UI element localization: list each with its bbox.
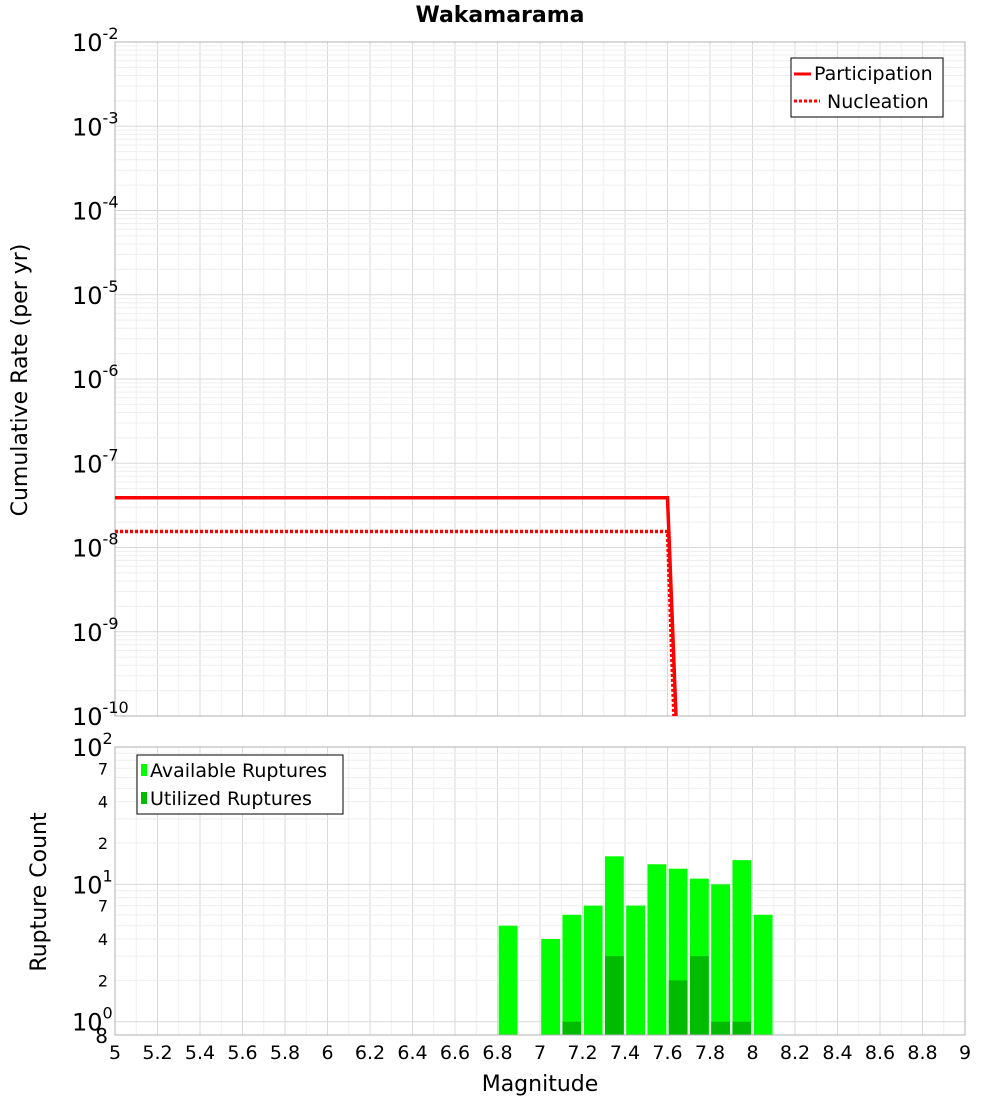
rate-y-tick-exponent: -5 xyxy=(103,277,119,296)
rate-y-tick-exponent: -7 xyxy=(103,445,119,464)
x-tick-label: 7 xyxy=(534,1042,546,1064)
rate-y-tick-label: 10-3 xyxy=(72,108,119,141)
x-tick-label: 5.6 xyxy=(227,1042,257,1064)
nucleation-legend-label: Nucleation xyxy=(827,91,929,113)
x-tick-label: 8.8 xyxy=(907,1042,937,1064)
x-tick-label: 7.4 xyxy=(610,1042,640,1064)
x-tick-label: 6.4 xyxy=(397,1042,427,1064)
rate-panel: 10-2 10-3 10-4 10-5 10-6 10-7 10-8 10-9 10-10 Cu… xyxy=(8,24,966,731)
x-tick-label: 7.6 xyxy=(652,1042,682,1064)
rate-y-tick-exponent: -3 xyxy=(103,108,119,127)
rate-y-tick-exponent: -6 xyxy=(103,361,119,380)
count-y-tick-label: 101 xyxy=(72,866,113,899)
rate-plot-frame xyxy=(114,41,966,717)
count-bars xyxy=(498,856,773,1035)
count-legend-box xyxy=(136,754,344,815)
count-plot-frame xyxy=(114,746,966,1036)
utilized-rupture-bar xyxy=(711,1021,731,1035)
chart-title: Wakamarama xyxy=(415,3,584,28)
x-tick-label: 6.6 xyxy=(440,1042,470,1064)
rate-y-tick-label: 10-6 xyxy=(72,361,119,394)
count-legend: Available Ruptures Utilized Ruptures xyxy=(136,754,344,815)
utilized-rupture-bar xyxy=(732,1021,752,1035)
available-rupture-bar xyxy=(583,905,603,1035)
count-y-tick-minor-label: 7 xyxy=(98,897,108,916)
utilized-rupture-bar xyxy=(689,956,709,1035)
count-y-tick-minor-label: 2 xyxy=(98,834,108,853)
available-rupture-bar xyxy=(711,884,731,1035)
x-tick-label: 8.2 xyxy=(780,1042,810,1064)
available-rupture-bar xyxy=(626,905,646,1035)
x-tick-label: 5 xyxy=(109,1042,121,1064)
rate-y-tick-label: 10-2 xyxy=(72,24,119,57)
nucleation-line xyxy=(115,529,676,717)
x-tick-label: 7.8 xyxy=(695,1042,725,1064)
rate-y-tick-label: 10-10 xyxy=(72,698,129,731)
count-y-tick-min-label: 8 xyxy=(95,1024,108,1048)
count-y-tick-minor-label: 4 xyxy=(98,930,108,949)
count-y-axis-label: Rupture Count xyxy=(27,812,52,972)
x-tick-label: 5.8 xyxy=(270,1042,300,1064)
x-tick-label: 6 xyxy=(321,1042,333,1064)
available-rupture-bar xyxy=(498,925,518,1035)
utilized-legend-label: Utilized Ruptures xyxy=(150,788,312,810)
count-y-tick-minor-label: 4 xyxy=(98,793,108,812)
x-tick-label: 6.8 xyxy=(482,1042,512,1064)
rate-y-ticks: 10-2 10-3 10-4 10-5 10-6 10-7 10-8 10-9 10-10 xyxy=(72,24,129,731)
x-tick-label: 8.4 xyxy=(822,1042,852,1064)
x-tick-label: 8 xyxy=(746,1042,758,1064)
available-rupture-bar xyxy=(753,914,773,1035)
count-y-tick-exponent: 0 xyxy=(103,1004,113,1023)
rate-y-tick-exponent: -10 xyxy=(103,698,129,717)
utilized-rupture-bar xyxy=(562,1021,582,1035)
count-y-tick-minor-label: 2 xyxy=(98,971,108,990)
x-tick-label: 6.2 xyxy=(355,1042,385,1064)
rate-legend-box xyxy=(790,57,944,118)
rate-y-tick-exponent: -4 xyxy=(103,193,119,212)
x-tick-label: 5.2 xyxy=(142,1042,172,1064)
x-tick-label: 9 xyxy=(959,1042,971,1064)
rate-y-tick-label: 10-9 xyxy=(72,614,119,647)
x-tick-label: 8.6 xyxy=(865,1042,895,1064)
participation-line xyxy=(115,495,678,717)
available-legend-label: Available Ruptures xyxy=(150,760,327,782)
x-tick-label: 5.4 xyxy=(185,1042,215,1064)
available-rupture-bar xyxy=(732,860,752,1035)
rate-y-tick-exponent: -9 xyxy=(103,614,119,633)
rate-legend: Participation Nucleation xyxy=(790,57,944,118)
count-grid xyxy=(114,746,966,1035)
available-legend-swatch xyxy=(141,764,147,776)
rate-y-tick-label: 10-4 xyxy=(72,193,119,226)
count-y-tick-exponent: 1 xyxy=(103,866,113,885)
utilized-rupture-bar xyxy=(668,980,688,1035)
rate-y-tick-label: 10-7 xyxy=(72,445,119,478)
available-rupture-bar xyxy=(562,914,582,1035)
rate-y-tick-exponent: -2 xyxy=(103,24,119,43)
available-rupture-bar xyxy=(541,939,561,1035)
rate-grid xyxy=(114,42,966,717)
count-y-tick-label: 102 xyxy=(72,729,113,762)
count-y-tick-exponent: 2 xyxy=(103,729,113,748)
participation-legend-label: Participation xyxy=(814,63,933,85)
x-tick-label: 7.2 xyxy=(567,1042,597,1064)
rate-y-axis-label: Cumulative Rate (per yr) xyxy=(8,244,33,517)
rate-series xyxy=(115,495,678,717)
x-axis-ticks: 5 5.2 5.4 5.6 5.8 6 6.2 6.4 6.6 6.8 7 7.2 7.4 7.6 7.8 8… xyxy=(109,1042,971,1064)
rate-y-tick-label: 10-5 xyxy=(72,277,119,310)
available-rupture-bar xyxy=(647,864,667,1035)
rate-y-tick-label: 10-8 xyxy=(72,530,119,563)
utilized-rupture-bar xyxy=(604,956,624,1035)
x-axis-label: Magnitude xyxy=(482,1072,599,1097)
rate-y-tick-exponent: -8 xyxy=(103,530,119,549)
utilized-legend-swatch xyxy=(141,792,147,804)
count-y-tick-minor-label: 7 xyxy=(98,759,108,778)
